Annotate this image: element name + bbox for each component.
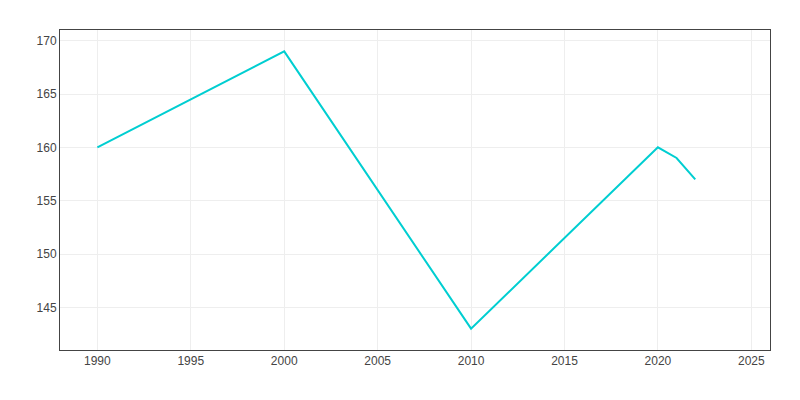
svg-text:2020: 2020 [645, 354, 672, 368]
svg-text:2025: 2025 [738, 354, 765, 368]
svg-text:170: 170 [37, 34, 57, 48]
svg-text:2005: 2005 [364, 354, 391, 368]
svg-text:2010: 2010 [458, 354, 485, 368]
svg-text:155: 155 [37, 194, 57, 208]
svg-text:1990: 1990 [84, 354, 111, 368]
svg-text:2015: 2015 [551, 354, 578, 368]
svg-text:165: 165 [37, 87, 57, 101]
svg-text:2000: 2000 [271, 354, 298, 368]
svg-text:160: 160 [37, 141, 57, 155]
svg-text:150: 150 [37, 247, 57, 261]
svg-text:1995: 1995 [177, 354, 204, 368]
svg-text:145: 145 [37, 301, 57, 315]
